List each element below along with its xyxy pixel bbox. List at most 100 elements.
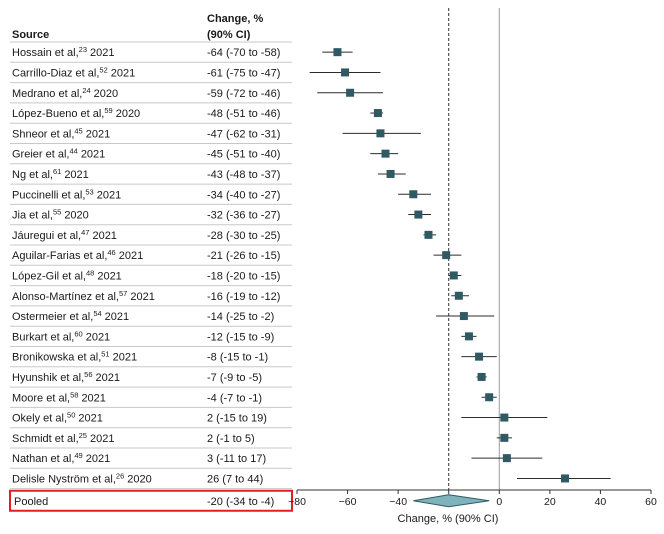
estimate-marker bbox=[464, 332, 473, 341]
study-name: Jáuregui et al, bbox=[12, 230, 81, 242]
study-change-value: -12 (-15 to -9) bbox=[207, 331, 274, 343]
study-change-value: 26 (7 to 44) bbox=[207, 473, 263, 485]
table-row: Delisle Nyström et al,26 2020 26 (7 to 44) bbox=[10, 471, 292, 490]
table-row: Aguilar-Farias et al,46 2021 -21 (-26 to -… bbox=[10, 248, 292, 266]
estimate-marker bbox=[414, 210, 423, 219]
study-year: 2021 bbox=[119, 250, 143, 262]
study-name: Greier et al, bbox=[12, 149, 69, 161]
table-row: Okely et al,50 2021 2 (-15 to 19) bbox=[10, 411, 292, 429]
table-row: Moore et al,58 2021 -4 (-7 to -1) bbox=[10, 390, 292, 408]
study-name: Bronikowska et al, bbox=[12, 352, 101, 364]
study-label: Nathan et al,49 2021 bbox=[12, 451, 110, 465]
study-change-value: -21 (-26 to -15) bbox=[207, 250, 280, 262]
study-label: Moore et al,58 2021 bbox=[12, 390, 106, 404]
study-ref: 50 bbox=[67, 411, 75, 420]
study-name: López-Bueno et al, bbox=[12, 108, 104, 120]
study-name: Moore et al, bbox=[12, 392, 70, 404]
study-name: López-Gil et al, bbox=[12, 270, 86, 282]
estimate-marker bbox=[500, 433, 509, 442]
table-row: Jia et al,55 2020 -32 (-36 to -27) bbox=[10, 208, 292, 226]
study-year: 2021 bbox=[97, 189, 121, 201]
study-ref: 49 bbox=[74, 451, 82, 460]
pooled-diamond bbox=[413, 494, 490, 508]
table-row: Burkart et al,60 2021 -12 (-15 to -9) bbox=[10, 329, 292, 347]
estimate-marker bbox=[341, 68, 350, 77]
table-row: Nathan et al,49 2021 3 (-11 to 17) bbox=[10, 451, 292, 469]
study-change-value: -8 (-15 to -1) bbox=[207, 352, 268, 364]
estimate-marker bbox=[346, 88, 355, 97]
table-row: Puccinelli et al,53 2021 -34 (-40 to -27) bbox=[10, 187, 292, 205]
estimate-marker bbox=[477, 372, 486, 381]
pooled-highlight-box bbox=[9, 489, 293, 512]
study-name: Delisle Nyström et al, bbox=[12, 473, 116, 485]
estimate-marker bbox=[424, 230, 433, 239]
study-name: Alonso-Martínez et al, bbox=[12, 291, 119, 303]
study-name: Schmidt et al, bbox=[12, 433, 79, 445]
study-year: 2021 bbox=[105, 311, 129, 323]
x-tick-label: 0 bbox=[496, 496, 502, 508]
study-label: Carrillo-Diaz et al,52 2021 bbox=[12, 65, 135, 79]
estimate-marker bbox=[442, 251, 451, 260]
study-year: 2021 bbox=[113, 352, 137, 364]
study-change-value: -4 (-7 to -1) bbox=[207, 392, 262, 404]
table-row: Ostermeier et al,54 2021 -14 (-25 to -2) bbox=[10, 309, 292, 327]
table-row: Hyunshik et al,56 2021 -7 (-9 to -5) bbox=[10, 370, 292, 388]
table-row: López-Bueno et al,59 2020 -48 (-51 to -46) bbox=[10, 106, 292, 124]
x-tick-label: 60 bbox=[645, 496, 657, 508]
study-label: Medrano et al,24 2020 bbox=[12, 86, 118, 100]
study-change-value: -32 (-36 to -27) bbox=[207, 210, 280, 222]
study-label: Greier et al,44 2021 bbox=[12, 147, 105, 161]
study-name: Carrillo-Diaz et al, bbox=[12, 67, 99, 79]
study-label: López-Gil et al,48 2021 bbox=[12, 268, 122, 282]
header-change-line2: (90% CI) bbox=[207, 29, 251, 41]
study-name: Medrano et al, bbox=[12, 88, 82, 100]
study-ref: 44 bbox=[69, 147, 77, 156]
estimate-marker bbox=[386, 169, 395, 178]
table-row: Alonso-Martínez et al,57 2021 -16 (-19 to … bbox=[10, 289, 292, 307]
study-ref: 55 bbox=[53, 208, 61, 217]
study-year: 2021 bbox=[130, 291, 154, 303]
study-change-value: -47 (-62 to -31) bbox=[207, 128, 280, 140]
study-change-value: -59 (-72 to -46) bbox=[207, 88, 280, 100]
study-change-value: -64 (-70 to -58) bbox=[207, 47, 280, 59]
study-year: 2021 bbox=[97, 270, 121, 282]
study-label: Jáuregui et al,47 2021 bbox=[12, 228, 117, 242]
study-name: Okely et al, bbox=[12, 413, 67, 425]
study-ref: 57 bbox=[119, 289, 127, 298]
study-ref: 48 bbox=[86, 268, 94, 277]
pooled-row: Pooled -20 (-34 to -4) bbox=[9, 489, 293, 512]
study-year: 2021 bbox=[92, 230, 116, 242]
study-change-value: -48 (-51 to -46) bbox=[207, 108, 280, 120]
study-year: 2021 bbox=[64, 169, 88, 181]
study-name: Ostermeier et al, bbox=[12, 311, 93, 323]
estimate-marker bbox=[333, 48, 342, 57]
study-ref: 46 bbox=[107, 248, 115, 257]
study-ref: 56 bbox=[84, 370, 92, 379]
study-year: 2021 bbox=[90, 433, 114, 445]
x-axis-title: Change, % (90% CI) bbox=[398, 513, 499, 525]
study-name: Hossain et al, bbox=[12, 47, 79, 59]
study-label: Shneor et al,45 2021 bbox=[12, 126, 110, 140]
table-row: Hossain et al,23 2021 -64 (-70 to -58) bbox=[10, 45, 292, 63]
study-ref: 60 bbox=[74, 329, 82, 338]
study-label: Burkart et al,60 2021 bbox=[12, 329, 110, 343]
estimate-marker bbox=[373, 109, 382, 118]
table-row: Schmidt et al,25 2021 2 (-1 to 5) bbox=[10, 431, 292, 449]
study-label: Hyunshik et al,56 2021 bbox=[12, 370, 120, 384]
study-change-value: -16 (-19 to -12) bbox=[207, 291, 280, 303]
estimate-marker bbox=[500, 413, 509, 422]
study-name: Aguilar-Farias et al, bbox=[12, 250, 107, 262]
x-axis: −80−60−40−200204060 bbox=[288, 8, 657, 508]
study-ref: 45 bbox=[74, 126, 82, 135]
study-ref: 25 bbox=[79, 431, 87, 440]
study-name: Jia et al, bbox=[12, 210, 53, 222]
study-year: 2021 bbox=[90, 47, 114, 59]
study-label: Ostermeier et al,54 2021 bbox=[12, 309, 129, 323]
study-change-value: 3 (-11 to 17) bbox=[207, 453, 266, 465]
estimate-marker bbox=[485, 393, 494, 402]
table-row: Bronikowska et al,51 2021 -8 (-15 to -1) bbox=[10, 350, 292, 368]
study-label: Schmidt et al,25 2021 bbox=[12, 431, 114, 445]
study-name: Shneor et al, bbox=[12, 128, 74, 140]
